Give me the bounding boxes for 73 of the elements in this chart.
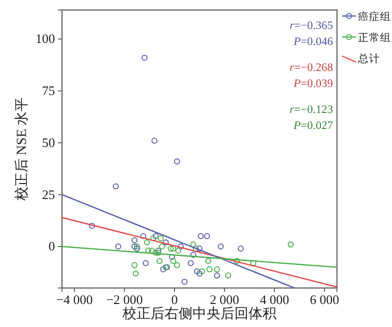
annotation: P=0.027 — [292, 120, 334, 132]
point — [196, 246, 203, 252]
point — [214, 272, 220, 279]
y-tick-label: 25 — [42, 186, 55, 202]
point — [151, 138, 158, 144]
point — [131, 262, 138, 268]
point — [156, 258, 163, 264]
point — [196, 270, 203, 276]
point — [144, 239, 150, 246]
point — [234, 258, 240, 264]
x-tick-label: −4 000 — [56, 292, 93, 308]
x-tick-label: −2 000 — [106, 292, 143, 308]
point — [181, 278, 188, 285]
annotation: P=0.039 — [292, 78, 334, 90]
point — [162, 239, 169, 246]
point — [214, 266, 220, 272]
point — [218, 243, 224, 250]
point — [174, 262, 180, 268]
legend-label: 癌症组 — [358, 10, 391, 23]
point — [178, 243, 184, 250]
point — [190, 241, 196, 248]
point — [250, 260, 256, 266]
point — [158, 243, 166, 250]
point — [112, 183, 119, 190]
y-axis-title: 校正后 NSE 水平 — [14, 97, 30, 202]
point — [288, 241, 294, 248]
point — [158, 235, 164, 242]
point — [198, 268, 206, 274]
point — [190, 252, 196, 258]
annotation: r=−0.365 — [290, 20, 334, 32]
point — [148, 248, 156, 254]
annotation: r=−0.268 — [290, 62, 334, 74]
annotation: r=−0.123 — [290, 104, 334, 116]
point — [238, 246, 244, 252]
x-axis-title: 校正后右侧中央后回体积 — [122, 306, 276, 322]
point — [150, 235, 156, 242]
x-tick-label: 4 000 — [260, 292, 290, 308]
point — [168, 254, 176, 260]
point — [145, 248, 152, 254]
point — [140, 233, 146, 240]
annotation: P=0.046 — [292, 36, 334, 48]
legend-label: 总计 — [357, 52, 380, 65]
point — [170, 258, 176, 264]
point — [142, 260, 149, 266]
point — [131, 237, 138, 244]
point — [168, 246, 174, 252]
point — [152, 250, 159, 256]
point — [205, 258, 212, 264]
x-tick-label: 0 — [171, 292, 178, 308]
point — [194, 268, 200, 274]
point — [198, 233, 204, 240]
y-tick-label: 50 — [42, 134, 55, 150]
y-tick-label: 100 — [36, 31, 55, 46]
point — [141, 54, 148, 61]
point — [88, 222, 96, 229]
point — [175, 248, 182, 254]
x-tick-label: 6 000 — [310, 292, 340, 308]
y-tick-label: 0 — [48, 238, 55, 254]
point — [131, 243, 138, 250]
point — [206, 266, 213, 272]
point — [170, 246, 176, 252]
point — [204, 233, 210, 240]
point — [174, 158, 180, 164]
legend-label: 正常组 — [358, 31, 391, 44]
y-tick-label: 75 — [42, 83, 55, 98]
x-tick-label: 2 000 — [210, 292, 240, 308]
point — [225, 272, 232, 279]
point — [134, 243, 140, 250]
point — [188, 260, 194, 266]
point — [160, 266, 166, 272]
point — [115, 243, 122, 250]
point — [132, 270, 139, 276]
point — [152, 233, 159, 240]
